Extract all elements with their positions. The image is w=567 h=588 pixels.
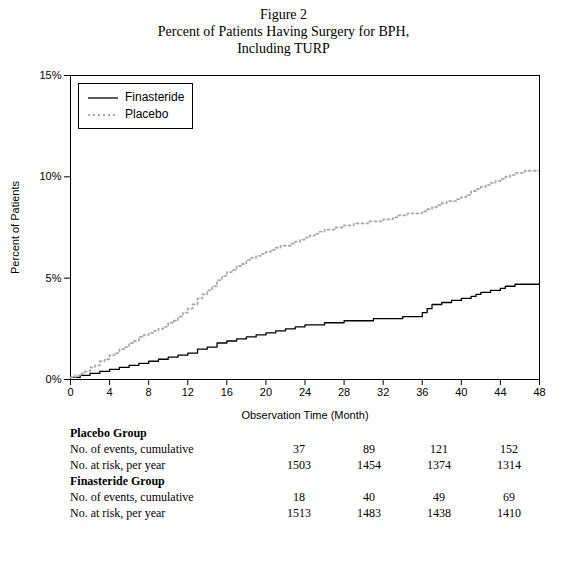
html-text:No. of events, cumulative: No. of events, cumulative	[70, 441, 194, 456]
html-text:49: 49	[433, 489, 445, 504]
html-text:1513: 1513	[287, 505, 311, 520]
html-text:Percent of Patients Having Sur: Percent of Patients Having Surgery for B…	[157, 24, 410, 39]
svg-text:48: 48	[533, 386, 545, 398]
svg-text:4: 4	[107, 386, 113, 398]
html-text:89: 89	[363, 441, 375, 456]
html-text:152: 152	[500, 441, 518, 456]
html-text:1503: 1503	[287, 457, 311, 472]
html-text:Including TURP: Including TURP	[237, 41, 330, 56]
svg-text:16: 16	[221, 386, 233, 398]
html-text:Figure 2: Figure 2	[260, 7, 307, 22]
html-text:40: 40	[363, 489, 375, 504]
svg-text:8: 8	[146, 386, 152, 398]
html-text:1410: 1410	[497, 505, 521, 520]
svg-text:10%: 10%	[39, 170, 61, 182]
html-text:1483: 1483	[357, 505, 381, 520]
html-text:18: 18	[293, 489, 305, 504]
html-text:1454: 1454	[357, 457, 381, 472]
svg-text:32: 32	[377, 386, 389, 398]
html-text:69: 69	[503, 489, 515, 504]
html-text:121: 121	[430, 441, 448, 456]
html-text:Finasteride: Finasteride	[125, 90, 185, 104]
svg-text:Percent of Patients: Percent of Patients	[9, 181, 21, 274]
svg-text:40: 40	[455, 386, 467, 398]
html-text:Placebo Group: Placebo Group	[70, 425, 147, 440]
html-text:Placebo: Placebo	[125, 107, 169, 121]
html-text:37: 37	[293, 441, 305, 456]
svg-text:0%: 0%	[46, 373, 62, 385]
html-text:No. at risk, per year: No. at risk, per year	[70, 457, 166, 472]
svg-text:12: 12	[182, 386, 194, 398]
svg-text:Observation Time (Month): Observation Time (Month)	[241, 409, 368, 421]
html-text:1314: 1314	[497, 457, 521, 472]
svg-text:20: 20	[260, 386, 272, 398]
svg-text:0: 0	[67, 386, 73, 398]
html-text:1374: 1374	[427, 457, 451, 472]
svg-text:15%: 15%	[39, 69, 61, 81]
svg-text:28: 28	[338, 386, 350, 398]
html-text:Finasteride Group: Finasteride Group	[70, 473, 165, 488]
svg-text:5%: 5%	[46, 272, 62, 284]
html-text:1438: 1438	[427, 505, 451, 520]
html-text:No. of events, cumulative: No. of events, cumulative	[70, 489, 194, 504]
svg-text:36: 36	[416, 386, 428, 398]
svg-text:24: 24	[299, 386, 311, 398]
svg-text:44: 44	[494, 386, 506, 398]
html-text:No. at risk, per year: No. at risk, per year	[70, 505, 166, 520]
